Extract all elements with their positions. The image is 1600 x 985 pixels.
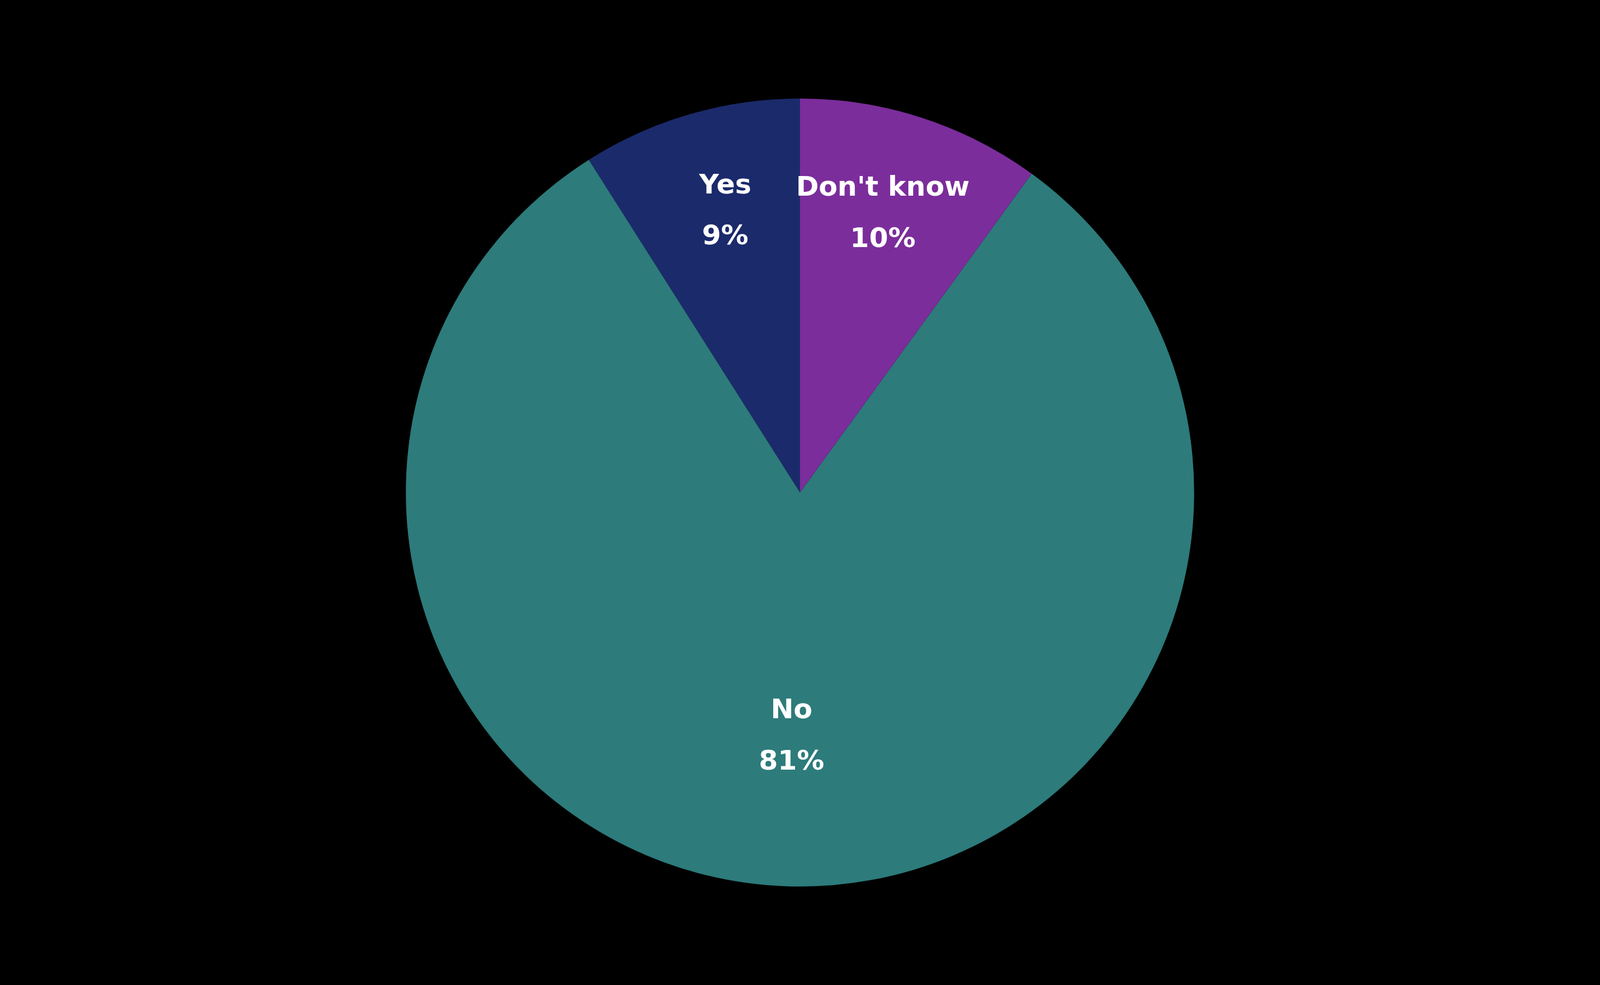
slices xyxy=(405,98,1195,887)
slice xyxy=(800,98,1032,493)
slice xyxy=(405,159,1195,887)
category-label: Yes xyxy=(698,168,752,201)
slice-labels: 9% 81% 10% Yes No Don't know xyxy=(698,168,971,777)
data-label: 10% xyxy=(850,222,916,254)
category-label: Don't know xyxy=(796,170,970,203)
data-label: 81% xyxy=(758,744,825,777)
data-label: 9% xyxy=(702,219,749,251)
chart: 9% 81% 10% Yes No Don't know xyxy=(0,0,1600,985)
category-label: No xyxy=(771,693,813,726)
pie: 9% 81% 10% Yes No Don't know xyxy=(405,98,1195,887)
